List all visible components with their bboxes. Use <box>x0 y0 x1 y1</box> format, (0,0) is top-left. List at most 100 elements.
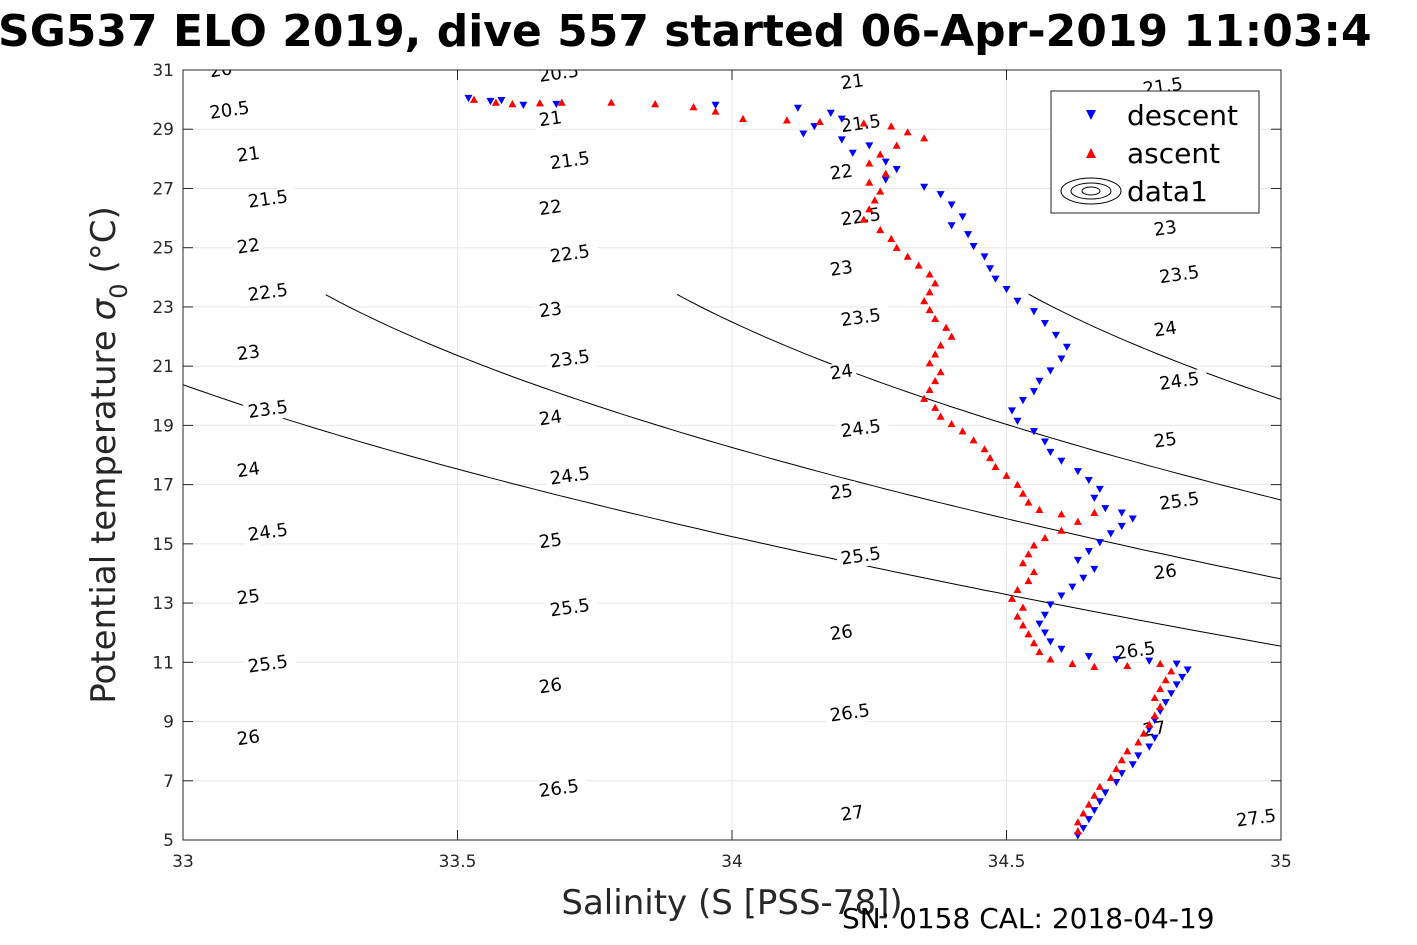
chart-title: SG537 ELO 2019, dive 557 started 06-Apr-… <box>0 6 1372 57</box>
descent-point <box>1090 494 1099 502</box>
descent-point <box>1095 798 1104 806</box>
ascent-point <box>1068 659 1077 667</box>
contour-label-text: 23 <box>538 298 564 322</box>
descent-point <box>1040 629 1049 637</box>
isopycnal-line <box>325 294 1281 580</box>
descent-point <box>1095 539 1104 547</box>
descent-point <box>1046 638 1055 646</box>
ascent-point <box>936 412 945 420</box>
contour-label-text: 27 <box>840 802 866 826</box>
contour-label-text: 23 <box>236 341 262 365</box>
y-axis-label-unit: (°C) <box>84 206 124 273</box>
descent-point <box>881 176 890 184</box>
ascent-point <box>991 462 1000 471</box>
descent-point <box>1161 699 1170 707</box>
contour-label-bg <box>533 406 567 431</box>
footer-text: SN: 0158 CAL: 2018-04-19 <box>842 902 1215 935</box>
ascent-point <box>1090 791 1099 799</box>
contour-label: 23.5 <box>544 346 600 374</box>
descent-point <box>1057 592 1066 600</box>
contour-label-text: 25 <box>1153 429 1179 453</box>
ascent-point <box>969 436 978 444</box>
contour-label-bg <box>544 463 600 491</box>
contour-label-text: 24 <box>538 406 564 430</box>
legend-descent-label: descent <box>1127 99 1238 132</box>
contour-label: 22 <box>824 161 858 186</box>
contour-label: 26.5 <box>824 700 880 728</box>
contour-label: 24 <box>533 406 567 431</box>
legend-ascent-label: ascent <box>1127 137 1220 170</box>
contour-label-bg <box>544 147 600 175</box>
ascent-point <box>1134 738 1143 746</box>
ascent-point <box>980 445 989 453</box>
ascent-point <box>1013 612 1022 620</box>
ascent-point <box>1156 702 1165 710</box>
ascent-point <box>920 297 929 305</box>
contour-label: 25 <box>824 480 858 505</box>
ascent-point <box>892 243 901 251</box>
descent-point <box>1134 752 1143 760</box>
ascent-point <box>1161 676 1170 684</box>
ascent-point <box>1013 585 1022 593</box>
contour-label: 27 <box>835 802 869 827</box>
contour-label: 26 <box>533 674 567 699</box>
descent-point <box>1002 285 1011 294</box>
y-axis-label-subscript: 0 <box>105 283 133 298</box>
descent-point <box>865 142 874 150</box>
contour-label-bg <box>242 519 298 547</box>
contour-label-bg <box>1154 368 1209 396</box>
descent-point <box>1117 509 1126 517</box>
ascent-point <box>1167 667 1176 675</box>
ascent-point <box>859 215 868 223</box>
ascent-point <box>1084 800 1093 808</box>
descent-point <box>1128 761 1137 769</box>
contour-label-bg <box>204 97 259 125</box>
contour-label-bg <box>835 70 869 95</box>
contour-label-bg <box>242 396 298 424</box>
isopycnal-line <box>676 293 1281 501</box>
ascent-point <box>870 196 879 204</box>
ascent-point <box>738 114 747 123</box>
descent-point <box>1073 468 1082 476</box>
contour-label-bg <box>544 240 600 269</box>
contour-label-bg <box>231 143 265 168</box>
contour-label: 26 <box>231 726 265 751</box>
contour-label-bg <box>1148 429 1182 454</box>
ascent-point <box>491 98 500 106</box>
ascent-point <box>1112 764 1121 773</box>
descent-point <box>1095 485 1104 494</box>
descent-point <box>1079 824 1088 833</box>
contour-label-bg <box>533 70 589 88</box>
contour-label: 21 <box>231 143 265 168</box>
ascent-point <box>1057 526 1066 534</box>
ascent-point <box>947 419 956 428</box>
contour-label-text: 24 <box>1153 318 1179 342</box>
descent-point <box>1183 666 1192 674</box>
ascent-point <box>1018 559 1027 567</box>
y-axis-label-text: Potential temperature <box>84 330 124 703</box>
ascent-point <box>865 178 874 186</box>
descent-point <box>892 166 901 174</box>
ascent-point <box>936 341 945 349</box>
contour-label-text: 21 <box>236 143 262 167</box>
contour-label-text: 26 <box>1153 560 1179 584</box>
x-axis-label: Salinity (S [PSS-78]) <box>561 883 902 923</box>
x-tick-label: 34 <box>721 852 743 872</box>
contour-label: 26 <box>1148 560 1182 585</box>
ascent-point <box>925 305 934 314</box>
ascent-point <box>986 453 995 462</box>
ascent-point <box>469 95 478 103</box>
ascent-point <box>1090 508 1099 516</box>
descent-point <box>947 222 956 230</box>
descent-point <box>1172 660 1181 668</box>
data-markers <box>464 94 1192 840</box>
legend-data1-contour-icon <box>1060 177 1122 205</box>
ascent-point <box>1035 505 1044 513</box>
descent-point <box>1029 308 1038 316</box>
x-tick-label: 35 <box>1270 852 1292 872</box>
contour-label-text: 22 <box>829 161 855 185</box>
axis-ticks: 33 33.5 34 34.5 35 5 7 9 11 13 15 17 19 21 23 25 27 29 31 <box>152 61 1291 872</box>
descent-point <box>1029 428 1038 436</box>
descent-point <box>1178 673 1187 682</box>
